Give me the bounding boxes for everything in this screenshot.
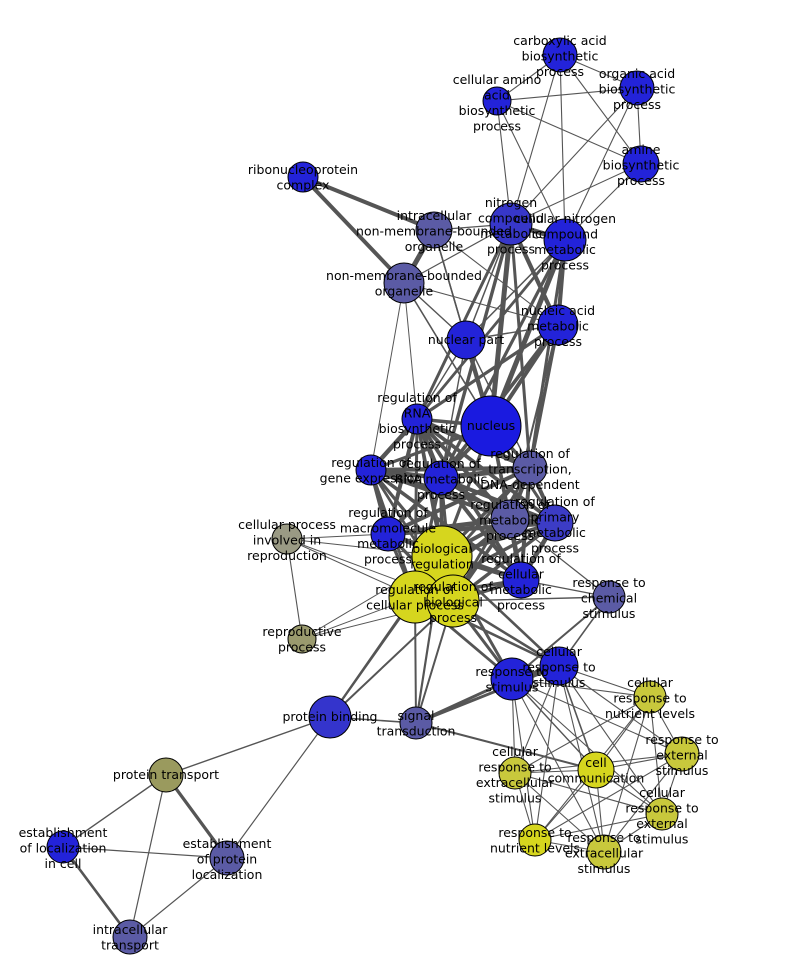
graph-edge <box>496 87 638 102</box>
graph-node-establishment-of-localization-in-cell[interactable] <box>46 830 80 864</box>
graph-edge <box>603 696 651 853</box>
graph-node-cellular-amino-acid-biosynthetic-process[interactable] <box>482 86 512 116</box>
graph-node-protein-transport[interactable] <box>148 757 184 793</box>
graph-node-carboxylic-acid-biosynthetic-process[interactable] <box>542 37 578 73</box>
graph-edge <box>558 665 663 815</box>
graph-edge <box>510 163 642 225</box>
graph-edge <box>386 417 419 536</box>
graph-node-regulation-of-biological-process[interactable] <box>426 574 480 628</box>
graph-edge <box>129 857 228 938</box>
graph-edge <box>559 54 642 165</box>
graph-node-regulation-of-rna-biosynthetic-process[interactable] <box>401 403 433 435</box>
graph-node-intracellular-non-membrane-bounded-organelle[interactable] <box>415 211 453 249</box>
graph-edge <box>488 221 514 429</box>
graph-edge <box>415 323 560 421</box>
graph-node-response-to-nutrient-levels[interactable] <box>518 823 552 857</box>
graph-edge <box>534 665 560 841</box>
graph-edge <box>510 87 638 225</box>
graph-edge <box>514 696 651 774</box>
graph-edge <box>564 87 638 241</box>
graph-edge <box>514 772 605 853</box>
graph-node-cellular-response-to-external-stimulus[interactable] <box>645 797 679 831</box>
graph-edge <box>62 774 167 848</box>
graph-node-regulation-of-cellular-metabolic-process[interactable] <box>502 561 540 599</box>
graph-edge <box>528 323 560 470</box>
graph-edge <box>496 100 642 165</box>
graph-edge <box>301 175 436 232</box>
graph-edge <box>433 229 559 326</box>
graph-edge <box>329 600 454 718</box>
graph-edge <box>62 846 228 859</box>
graph-node-establishment-of-protein-localization[interactable] <box>209 840 245 876</box>
graph-node-protein-binding[interactable] <box>308 695 352 739</box>
graph-node-cellular-nitrogen-compound-metabolic-process[interactable] <box>543 218 587 262</box>
graph-edge <box>403 282 559 326</box>
graph-node-intracellular-transport[interactable] <box>112 919 148 955</box>
graph-node-regulation-of-rna-metabolic-process[interactable] <box>423 460 459 496</box>
graph-edge <box>510 54 561 225</box>
graph-edge <box>286 538 303 640</box>
graph-node-response-to-stimulus[interactable] <box>490 657 534 701</box>
graph-edge <box>129 774 167 938</box>
graph-node-response-to-chemical-stimulus[interactable] <box>592 580 626 614</box>
graph-node-ribonucleoprotein-complex[interactable] <box>287 161 319 193</box>
graph-node-non-membrane-bounded-organelle[interactable] <box>383 262 425 304</box>
graph-edge <box>301 175 406 285</box>
graph-edge <box>649 696 663 815</box>
graph-edge <box>511 678 651 698</box>
graph-edge <box>603 753 683 853</box>
graph-node-response-to-external-stimulus[interactable] <box>664 736 700 772</box>
graph-edge <box>534 753 683 841</box>
graph-node-cellular-response-to-nutrient-levels[interactable] <box>633 680 667 714</box>
graph-edge <box>559 54 566 241</box>
graph-edge <box>415 722 597 771</box>
graph-node-regulation-of-gene-expression[interactable] <box>355 454 387 486</box>
graph-node-nucleus[interactable] <box>460 395 522 457</box>
graph-edge <box>61 845 132 939</box>
graph-edge <box>496 100 566 241</box>
graph-edge <box>465 239 566 341</box>
graph-edge <box>414 664 561 725</box>
graph-node-organic-acid-biosynthetic-process[interactable] <box>619 70 655 106</box>
graph-edge <box>511 678 605 853</box>
graph-edge <box>226 716 331 859</box>
graph-edge <box>415 238 567 421</box>
graph-edge <box>403 282 418 420</box>
graph-node-regulation-of-metabolic-process[interactable] <box>490 499 530 539</box>
graph-node-nitrogen-compound-metabolic-process[interactable] <box>489 202 533 246</box>
graph-edge <box>534 813 663 841</box>
graph-node-regulation-of-macromolecule-metabolic-process[interactable] <box>370 516 406 552</box>
graph-node-regulation-of-transcription-dna-dependent[interactable] <box>512 450 548 486</box>
graph-node-cellular-process-involved-in-reproduction[interactable] <box>271 523 303 555</box>
labels-layer: carboxylic acid biosynthetic process organi… <box>19 33 719 953</box>
edges-layer <box>61 54 683 939</box>
graph-edge <box>558 665 683 755</box>
graph-edge <box>514 772 663 815</box>
graph-node-reproductive-process[interactable] <box>287 624 317 654</box>
graph-edge <box>509 518 610 598</box>
graph-node-cellular-response-to-stimulus[interactable] <box>539 646 579 686</box>
graph-node-nuclear-part[interactable] <box>446 320 486 360</box>
graph-node-cell-communication[interactable] <box>577 751 615 789</box>
graph-edge <box>370 282 405 471</box>
nodes-layer[interactable] <box>46 37 700 955</box>
graph-edge <box>511 678 683 755</box>
graph-node-regulation-of-primary-metabolic-process[interactable] <box>536 504 574 542</box>
graph-node-signal-transduction[interactable] <box>399 706 433 740</box>
graph-node-response-to-extracellular-stimulus[interactable] <box>586 834 622 870</box>
graph-node-cellular-response-to-extracellular-stimulus[interactable] <box>498 756 532 790</box>
graph-edge <box>440 339 467 479</box>
graph-edge <box>165 716 331 776</box>
graph-node-nucleic-acid-metabolic-process[interactable] <box>537 304 579 346</box>
graph-node-amine-biosynthetic-process[interactable] <box>622 145 660 183</box>
